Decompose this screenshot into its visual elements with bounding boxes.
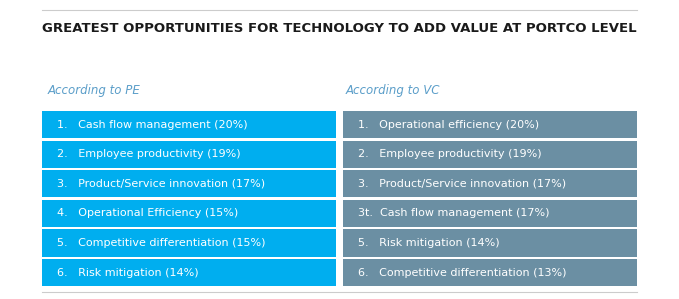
Text: According to PE: According to PE bbox=[48, 84, 141, 97]
Text: 1.   Operational efficiency (20%): 1. Operational efficiency (20%) bbox=[358, 120, 539, 130]
FancyBboxPatch shape bbox=[342, 259, 638, 286]
Text: According to VC: According to VC bbox=[346, 84, 440, 97]
Text: 6.   Risk mitigation (14%): 6. Risk mitigation (14%) bbox=[57, 268, 198, 278]
Text: 5.   Competitive differentiation (15%): 5. Competitive differentiation (15%) bbox=[57, 238, 265, 248]
Text: 3t.  Cash flow management (17%): 3t. Cash flow management (17%) bbox=[358, 208, 549, 219]
FancyBboxPatch shape bbox=[41, 170, 337, 197]
FancyBboxPatch shape bbox=[342, 111, 638, 138]
FancyBboxPatch shape bbox=[41, 229, 337, 257]
FancyBboxPatch shape bbox=[342, 141, 638, 168]
FancyBboxPatch shape bbox=[41, 259, 337, 286]
Text: 3.   Product/Service innovation (17%): 3. Product/Service innovation (17%) bbox=[358, 179, 566, 189]
Text: 6.   Competitive differentiation (13%): 6. Competitive differentiation (13%) bbox=[358, 268, 566, 278]
Text: 3.   Product/Service innovation (17%): 3. Product/Service innovation (17%) bbox=[57, 179, 265, 189]
FancyBboxPatch shape bbox=[41, 141, 337, 168]
Text: 4.   Operational Efficiency (15%): 4. Operational Efficiency (15%) bbox=[57, 208, 238, 219]
FancyBboxPatch shape bbox=[342, 200, 638, 227]
Text: 2.   Employee productivity (19%): 2. Employee productivity (19%) bbox=[358, 149, 541, 159]
Text: GREATEST OPPORTUNITIES FOR TECHNOLOGY TO ADD VALUE AT PORTCO LEVEL: GREATEST OPPORTUNITIES FOR TECHNOLOGY TO… bbox=[42, 22, 637, 35]
Text: 2.   Employee productivity (19%): 2. Employee productivity (19%) bbox=[57, 149, 240, 159]
FancyBboxPatch shape bbox=[41, 111, 337, 138]
FancyBboxPatch shape bbox=[41, 200, 337, 227]
FancyBboxPatch shape bbox=[342, 229, 638, 257]
FancyBboxPatch shape bbox=[342, 170, 638, 197]
Text: 5.   Risk mitigation (14%): 5. Risk mitigation (14%) bbox=[358, 238, 499, 248]
Text: 1.   Cash flow management (20%): 1. Cash flow management (20%) bbox=[57, 120, 247, 130]
